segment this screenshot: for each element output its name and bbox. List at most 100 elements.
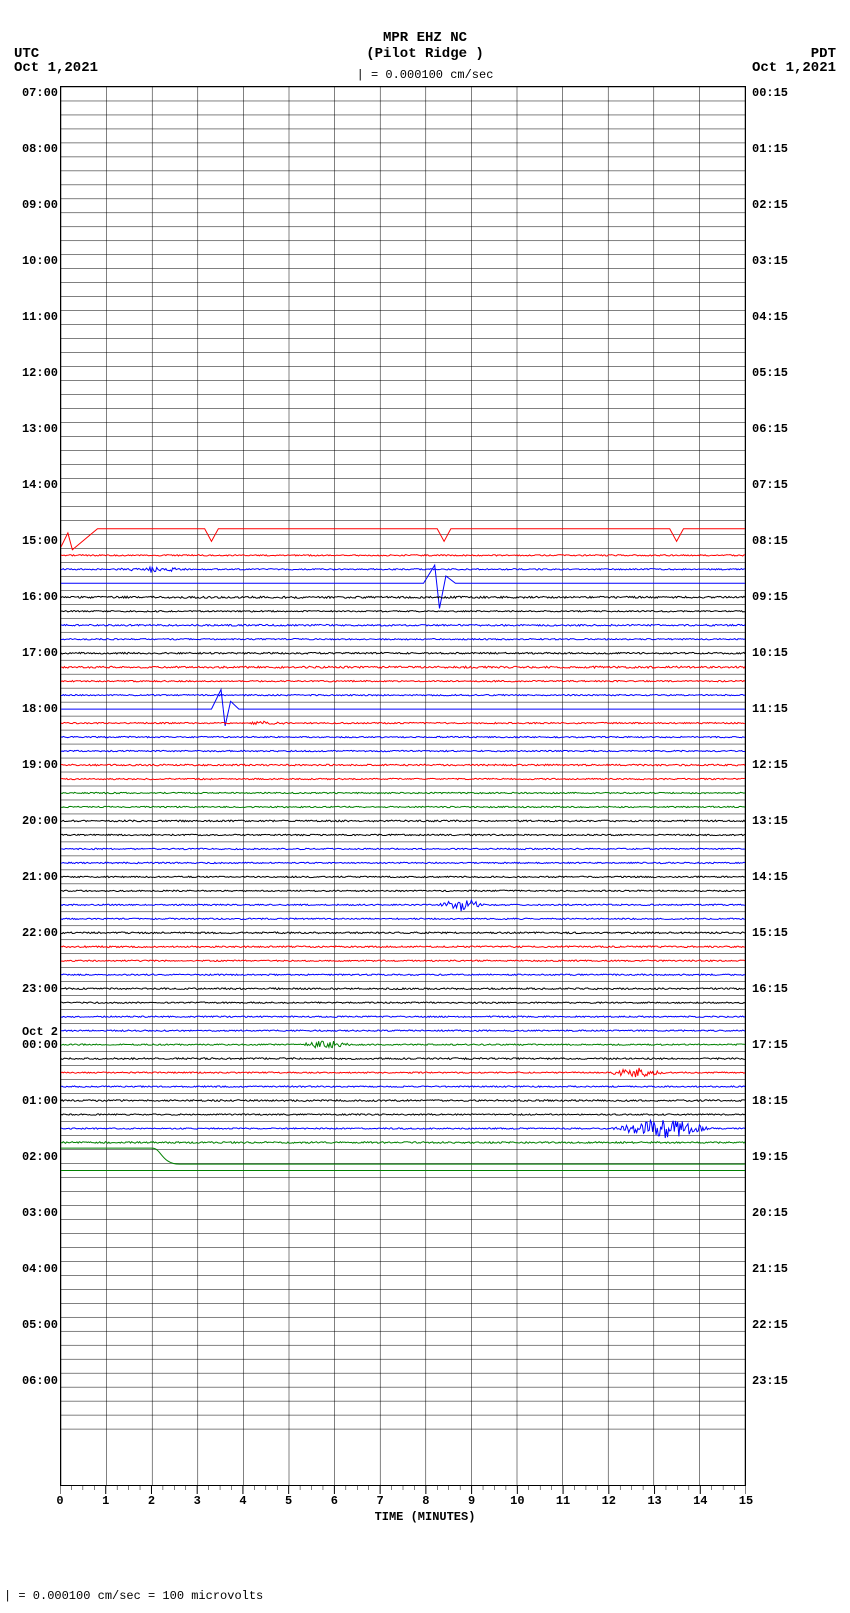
utc-time-label: 13:00 bbox=[22, 422, 58, 436]
trace-row bbox=[61, 529, 745, 550]
trace-row bbox=[61, 820, 745, 822]
trace-row bbox=[61, 862, 745, 863]
trace-row bbox=[61, 1120, 745, 1138]
utc-time-label: 17:00 bbox=[22, 646, 58, 660]
trace-row bbox=[61, 792, 745, 793]
trace-row bbox=[61, 918, 745, 919]
utc-time-label: 06:00 bbox=[22, 1374, 58, 1388]
pdt-time-label: 03:15 bbox=[752, 254, 788, 268]
utc-time-label: 05:00 bbox=[22, 1318, 58, 1332]
pdt-time-label: 18:15 bbox=[752, 1094, 788, 1108]
trace-row bbox=[61, 611, 745, 612]
day-2-label: Oct 2 bbox=[22, 1025, 58, 1039]
utc-time-label: 08:00 bbox=[22, 142, 58, 156]
trace-row bbox=[61, 1068, 745, 1077]
station-subtitle: (Pilot Ridge ) bbox=[0, 46, 850, 62]
utc-time-label: 12:00 bbox=[22, 366, 58, 380]
trace-row bbox=[61, 652, 745, 654]
trace-row bbox=[61, 778, 745, 779]
trace-row bbox=[61, 1016, 745, 1017]
trace-row bbox=[61, 848, 745, 849]
trace-row bbox=[61, 876, 745, 877]
pdt-time-label: 16:15 bbox=[752, 982, 788, 996]
utc-time-label: 23:00 bbox=[22, 982, 58, 996]
utc-time-label: 00:00 bbox=[22, 1038, 58, 1052]
trace-row bbox=[61, 1148, 745, 1164]
pdt-time-label: 17:15 bbox=[752, 1038, 788, 1052]
trace-row bbox=[61, 1114, 745, 1115]
pdt-time-label: 06:15 bbox=[752, 422, 788, 436]
pdt-time-label: 23:15 bbox=[752, 1374, 788, 1388]
utc-time-label: 19:00 bbox=[22, 758, 58, 772]
trace-row bbox=[61, 680, 745, 681]
trace-row bbox=[61, 1058, 745, 1060]
trace-row bbox=[61, 596, 745, 598]
x-axis-title: TIME (MINUTES) bbox=[0, 1510, 850, 1524]
utc-time-label: 01:00 bbox=[22, 1094, 58, 1108]
trace-row bbox=[61, 834, 745, 835]
utc-time-label: 10:00 bbox=[22, 254, 58, 268]
pdt-time-label: 21:15 bbox=[752, 1262, 788, 1276]
utc-time-label: 07:00 bbox=[22, 86, 58, 100]
trace-row bbox=[61, 974, 745, 975]
pdt-time-label: 11:15 bbox=[752, 702, 788, 716]
utc-time-label: 02:00 bbox=[22, 1150, 58, 1164]
trace-row bbox=[61, 624, 745, 626]
pdt-time-label: 14:15 bbox=[752, 870, 788, 884]
pdt-time-label: 22:15 bbox=[752, 1318, 788, 1332]
trace-row bbox=[61, 1086, 745, 1087]
trace-row bbox=[61, 694, 745, 695]
trace-row bbox=[61, 565, 745, 608]
trace-row bbox=[61, 1002, 745, 1003]
x-tick-marks bbox=[60, 1486, 746, 1504]
utc-time-label: 14:00 bbox=[22, 478, 58, 492]
utc-time-label: 03:00 bbox=[22, 1206, 58, 1220]
utc-time-label: 18:00 bbox=[22, 702, 58, 716]
pdt-time-label: 15:15 bbox=[752, 926, 788, 940]
utc-time-label: 09:00 bbox=[22, 198, 58, 212]
utc-time-label: 15:00 bbox=[22, 534, 58, 548]
pdt-time-label: 02:15 bbox=[752, 198, 788, 212]
trace-row bbox=[61, 960, 745, 961]
pdt-time-label: 09:15 bbox=[752, 590, 788, 604]
trace-row bbox=[61, 1142, 745, 1144]
utc-time-label: 04:00 bbox=[22, 1262, 58, 1276]
pdt-time-label: 12:15 bbox=[752, 758, 788, 772]
station-title: MPR EHZ NC bbox=[0, 30, 850, 46]
pdt-time-label: 20:15 bbox=[752, 1206, 788, 1220]
trace-lines bbox=[61, 87, 745, 1485]
pdt-time-label: 13:15 bbox=[752, 814, 788, 828]
pdt-time-label: 08:15 bbox=[752, 534, 788, 548]
trace-row bbox=[61, 639, 745, 640]
seismogram-page: MPR EHZ NC (Pilot Ridge ) | = 0.000100 c… bbox=[0, 0, 850, 1613]
tz-left-date: Oct 1,2021 bbox=[14, 60, 98, 76]
utc-time-label: 21:00 bbox=[22, 870, 58, 884]
pdt-time-label: 01:15 bbox=[752, 142, 788, 156]
trace-row bbox=[61, 1030, 745, 1031]
trace-row bbox=[61, 721, 745, 724]
trace-row bbox=[61, 764, 745, 766]
trace-row bbox=[61, 1100, 745, 1102]
pdt-time-label: 07:15 bbox=[752, 478, 788, 492]
tz-right-date: Oct 1,2021 bbox=[752, 60, 836, 76]
pdt-time-label: 04:15 bbox=[752, 310, 788, 324]
seismogram-plot bbox=[60, 86, 746, 1486]
utc-time-label: 16:00 bbox=[22, 590, 58, 604]
pdt-time-label: 00:15 bbox=[752, 86, 788, 100]
pdt-time-label: 10:15 bbox=[752, 646, 788, 660]
trace-row bbox=[61, 932, 745, 934]
pdt-time-label: 05:15 bbox=[752, 366, 788, 380]
trace-row bbox=[61, 806, 745, 807]
trace-row bbox=[61, 750, 745, 751]
pdt-time-label: 19:15 bbox=[752, 1150, 788, 1164]
utc-time-label: 11:00 bbox=[22, 310, 58, 324]
trace-row bbox=[61, 736, 745, 737]
trace-row bbox=[61, 890, 745, 891]
trace-row bbox=[61, 1041, 745, 1048]
utc-time-label: 20:00 bbox=[22, 814, 58, 828]
utc-time-label: 22:00 bbox=[22, 926, 58, 940]
trace-row bbox=[61, 988, 745, 990]
trace-row bbox=[61, 567, 745, 573]
trace-row bbox=[61, 900, 745, 911]
scale-note: | = 0.000100 cm/sec bbox=[0, 68, 850, 82]
